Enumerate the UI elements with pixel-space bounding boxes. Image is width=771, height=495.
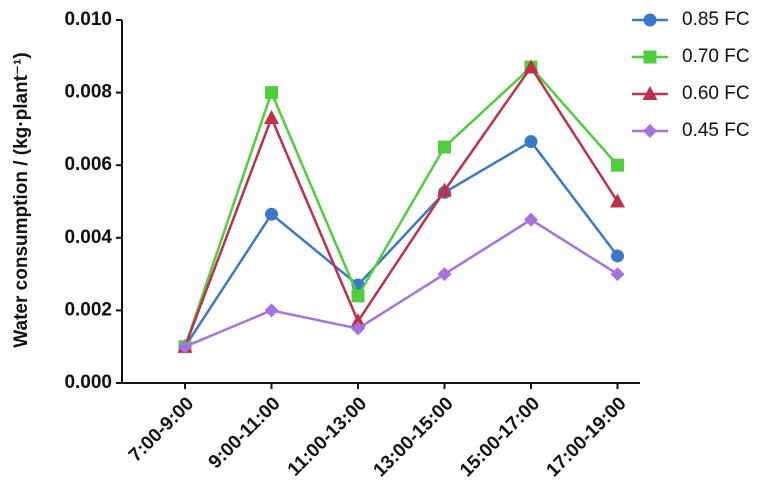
series-line — [184, 218, 619, 348]
x-tick-label: 15:00-17:00 — [456, 393, 544, 481]
point — [524, 212, 538, 227]
y-tick-label: 0.006 — [64, 154, 112, 175]
point — [610, 267, 625, 282]
point — [265, 86, 278, 100]
y-tick-label: 0.010 — [64, 9, 112, 30]
point — [524, 135, 538, 149]
legend-marker — [643, 50, 657, 64]
legend-marker — [643, 13, 657, 27]
legend-marker — [642, 86, 658, 100]
legend-label: 0.70 FC — [682, 46, 750, 67]
point — [264, 303, 279, 318]
point — [437, 267, 452, 282]
x-tick-label: 9:00-11:00 — [205, 393, 285, 473]
y-tick-label: 0.000 — [64, 372, 112, 393]
legend-label: 0.45 FC — [682, 120, 750, 141]
point — [351, 289, 365, 303]
series-line — [183, 65, 619, 348]
legend-marker — [643, 124, 657, 138]
y-tick-label: 0.008 — [64, 82, 112, 103]
legend-label: 0.60 FC — [682, 83, 750, 104]
point — [265, 207, 278, 221]
y-tick-label: 0.004 — [64, 227, 112, 248]
point — [611, 249, 624, 263]
y-axis-label: Water consumption / (kg·plant⁻¹) — [11, 52, 32, 347]
x-tick-label: 17:00-19:00 — [543, 393, 631, 481]
x-tick-label: 7:00-9:00 — [125, 393, 198, 466]
point — [264, 110, 279, 125]
point — [437, 182, 452, 197]
legend-label: 0.85 FC — [682, 9, 750, 30]
point — [523, 59, 539, 74]
series-line — [183, 64, 619, 348]
point — [350, 313, 366, 328]
point — [610, 193, 625, 208]
point — [178, 339, 192, 354]
x-tick-label: 13:00-15:00 — [370, 393, 458, 481]
point — [351, 321, 365, 336]
point — [438, 140, 451, 154]
x-tick-label: 11:00-13:00 — [284, 393, 371, 480]
y-tick-label: 0.002 — [64, 299, 112, 320]
series-line — [183, 139, 619, 348]
point — [611, 158, 624, 172]
